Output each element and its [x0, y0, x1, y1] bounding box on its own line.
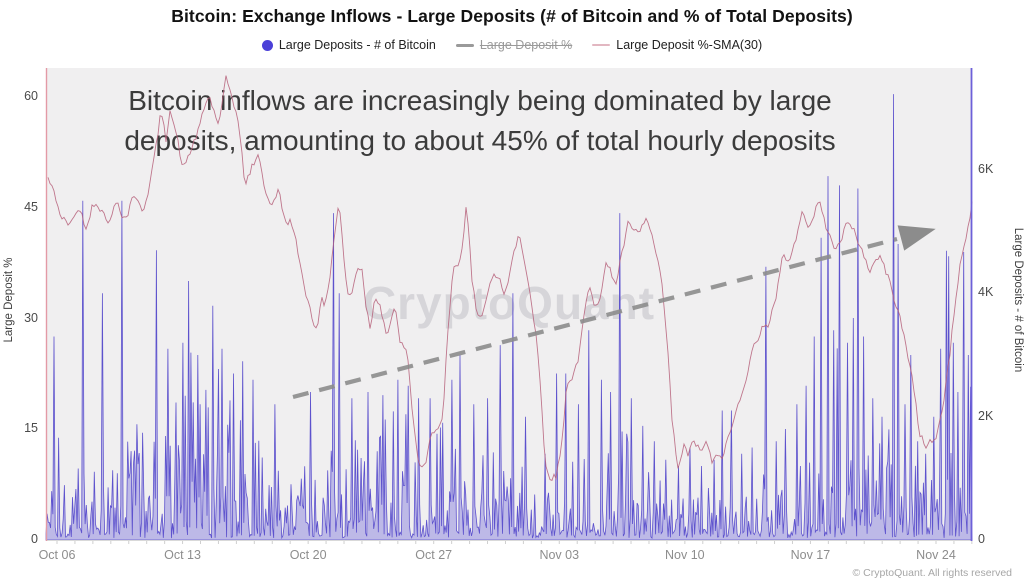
left-axis-tick-label: 45: [24, 199, 38, 214]
legend-label-disabled: Large Deposit %: [479, 38, 573, 52]
x-axis-tick-label: Oct 20: [289, 548, 327, 562]
legend-dash-icon: [455, 43, 474, 47]
copyright-footer: © CryptoQuant. All rights reserved: [852, 567, 1012, 579]
right-axis-tick-label: 4K: [978, 285, 994, 300]
left-axis-tick-label: 15: [24, 421, 38, 436]
x-axis-day-ticks: [56, 541, 973, 544]
x-axis-tick-label: Oct 13: [164, 548, 201, 562]
x-axis-tick-label: Nov 24: [916, 548, 956, 562]
legend-dash-icon: [592, 44, 611, 46]
left-axis-tick-label: 30: [24, 310, 38, 325]
legend-dot-icon: [261, 39, 273, 51]
x-axis-tick-label: Oct 06: [38, 548, 76, 562]
chart-legend: Large Deposits - # of Bitcoin Large Depo…: [0, 38, 1024, 52]
right-axis-tick-label: 0: [978, 532, 985, 546]
left-axis-tick-label: 0: [31, 532, 38, 546]
x-axis-tick-label: Nov 17: [790, 548, 831, 562]
left-axis-title: Large Deposit %: [3, 257, 15, 343]
annotation-line-2: deposits, amounting to about 45% of tota…: [124, 125, 836, 156]
chart-annotation: Bitcoin inflows are increasingly being d…: [46, 81, 914, 161]
watermark: CryptoQuant: [362, 277, 656, 329]
right-axis-tick-label: 6K: [978, 161, 994, 176]
left-axis-tick-label: 60: [24, 89, 38, 104]
x-axis-tick-label: Oct 27: [415, 548, 453, 562]
legend-item-large-deposit-pct-sma[interactable]: Large Deposit %-SMA(30): [592, 38, 762, 52]
legend-label: Large Deposit %-SMA(30): [616, 38, 763, 52]
x-axis-tick-label: Nov 03: [539, 548, 580, 562]
annotation-line-1: Bitcoin inflows are increasingly being d…: [128, 85, 832, 116]
legend-label: Large Deposits - # of Bitcoin: [278, 38, 436, 52]
right-axis-title: Large Deposits - # of Bitcoin: [1012, 227, 1024, 373]
legend-item-large-deposits-btc[interactable]: Large Deposits - # of Bitcoin: [261, 38, 436, 52]
legend-item-large-deposit-pct[interactable]: Large Deposit %: [455, 38, 573, 52]
right-axis-tick-label: 2K: [978, 408, 994, 423]
chart-title: Bitcoin: Exchange Inflows - Large Deposi…: [171, 6, 853, 26]
x-axis-tick-label: Nov 10: [665, 548, 705, 562]
